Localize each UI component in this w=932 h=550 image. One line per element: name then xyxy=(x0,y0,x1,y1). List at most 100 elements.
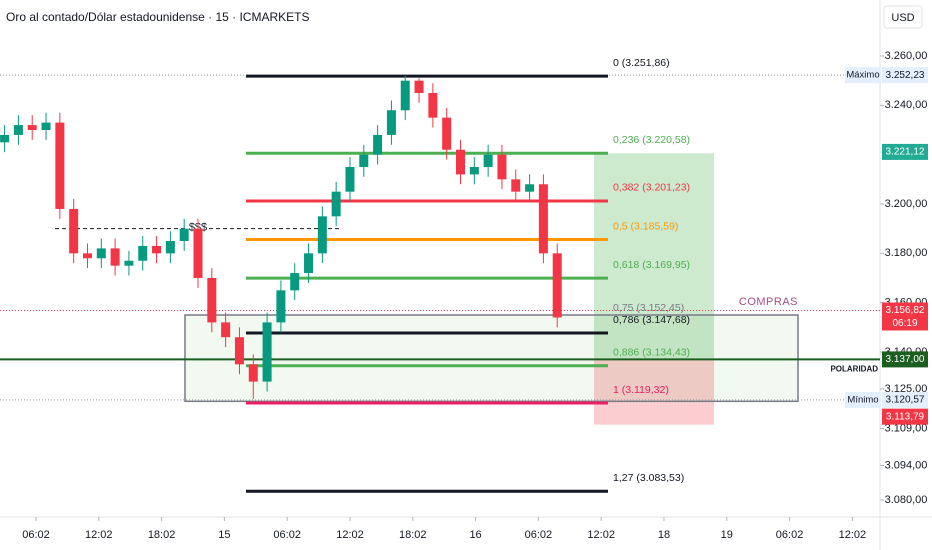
x-tick-label: 16 xyxy=(469,529,481,541)
currency[interactable]: USD xyxy=(891,12,914,24)
x-tick-label: 06:02 xyxy=(776,529,804,541)
x-tick-label: 18 xyxy=(658,529,670,541)
candle-body xyxy=(442,117,452,150)
candle-body xyxy=(304,253,314,274)
candle-body xyxy=(290,273,300,291)
fib-label: 0,382 (3.201,23) xyxy=(613,182,690,194)
candle-body xyxy=(179,228,189,241)
price-note: Mínimo xyxy=(847,394,878,405)
candle-body xyxy=(345,167,355,192)
x-tick-label: 06:02 xyxy=(525,529,553,541)
candle-body xyxy=(511,179,521,192)
y-tick-label: 3.240,00 xyxy=(885,99,928,111)
candle-body xyxy=(234,337,244,365)
candle-body xyxy=(69,208,79,254)
candle-body xyxy=(221,322,231,338)
price-tag-label: 3.120,57 xyxy=(886,395,925,406)
candle-body xyxy=(359,154,369,167)
price-tag-label: 3.252,23 xyxy=(886,70,925,81)
candle-body xyxy=(414,80,424,93)
x-tick-label: 19 xyxy=(721,529,733,541)
x-tick-label: 15 xyxy=(218,529,230,541)
candle-body xyxy=(41,122,51,130)
chart-title: Oro al contado/Dólar estadounidense · 15… xyxy=(6,10,309,24)
loss-zone xyxy=(594,359,714,425)
y-tick-label: 3.200,00 xyxy=(885,198,928,210)
candle-body xyxy=(262,322,272,382)
y-tick-label: 3.180,00 xyxy=(885,247,928,259)
candle-body xyxy=(276,290,286,323)
polarity-label: POLARIDAD xyxy=(830,365,878,374)
price-tag xyxy=(882,351,928,368)
zone-label: COMPRAS xyxy=(739,296,798,308)
candle-body xyxy=(110,248,120,266)
candle-body xyxy=(207,278,217,323)
candle-body xyxy=(525,184,535,192)
y-tick-label: 3.125,00 xyxy=(885,383,928,395)
x-tick-label: 06:02 xyxy=(273,529,301,541)
price-tag xyxy=(882,67,928,84)
compras-zone xyxy=(184,314,799,403)
price-tag xyxy=(882,408,928,425)
x-tick-label: 06:02 xyxy=(22,529,50,541)
fib-label: 0,886 (3.134,43) xyxy=(613,347,690,359)
price-tag-label: 3.156,82 xyxy=(886,305,925,316)
fib-label: 0,75 (3.152,45) xyxy=(613,302,684,314)
candle-body xyxy=(456,149,466,175)
candle-body xyxy=(13,125,23,135)
fib-label: 1 (3.119,32) xyxy=(613,384,669,396)
fib-label: 0,236 (3.220,58) xyxy=(613,134,690,146)
x-tick-label: 12:02 xyxy=(336,529,364,541)
price-tag xyxy=(882,391,928,408)
fib-label: 0,618 (3.169,95) xyxy=(613,259,690,271)
price-note-bg xyxy=(845,67,881,84)
candle-body xyxy=(400,80,410,111)
candle-body xyxy=(248,364,258,382)
candle-body xyxy=(193,228,203,278)
candle-body xyxy=(55,122,65,209)
candle-body xyxy=(428,93,438,118)
profit-zone xyxy=(594,153,714,360)
x-tick-label: 18:02 xyxy=(148,529,176,541)
candle-body xyxy=(373,134,383,155)
y-tick-label: 3.260,00 xyxy=(885,50,928,62)
candle-body xyxy=(152,245,162,254)
y-tick-label: 3.109,00 xyxy=(885,422,928,434)
candle-body xyxy=(0,134,10,143)
fib-label: 0,786 (3.147,68) xyxy=(613,314,690,326)
price-note: Máximo xyxy=(846,70,879,81)
price-tag-label: 3.113,79 xyxy=(886,411,925,422)
candle-body xyxy=(138,245,148,261)
candle-body xyxy=(27,125,37,130)
price-tag-label: 3.137,00 xyxy=(886,354,925,365)
x-tick-label: 12:02 xyxy=(839,529,867,541)
candle-body xyxy=(483,154,493,167)
candle-body xyxy=(96,248,106,259)
candle-body xyxy=(552,253,562,318)
candle-body xyxy=(331,191,341,217)
price-tag-label: 3.221,12 xyxy=(886,147,925,158)
price-note-bg xyxy=(845,391,881,408)
y-tick-label: 3.094,00 xyxy=(885,459,928,471)
x-tick-label: 12:02 xyxy=(587,529,615,541)
price-tag-countdown: 06:19 xyxy=(892,318,917,329)
candle-body xyxy=(124,260,134,266)
fib-label: 0,5 (3.185,59) xyxy=(613,220,678,232)
y-tick-label: 3.080,00 xyxy=(885,494,928,506)
fib-label: 0 (3.251,86) xyxy=(613,57,670,69)
price-tag xyxy=(882,302,928,331)
fib-label: 1,27 (3.083,53) xyxy=(613,472,684,484)
candle-body xyxy=(469,167,479,175)
candle-body xyxy=(497,154,507,180)
x-tick-label: 18:02 xyxy=(399,529,427,541)
candle-body xyxy=(82,253,92,259)
candle-body xyxy=(165,241,175,254)
candle-body xyxy=(317,216,327,254)
currency-button[interactable] xyxy=(883,5,923,29)
price-tag xyxy=(882,143,928,160)
candle-body xyxy=(386,110,396,135)
x-tick-label: 12:02 xyxy=(85,529,113,541)
candle-body xyxy=(538,184,548,254)
